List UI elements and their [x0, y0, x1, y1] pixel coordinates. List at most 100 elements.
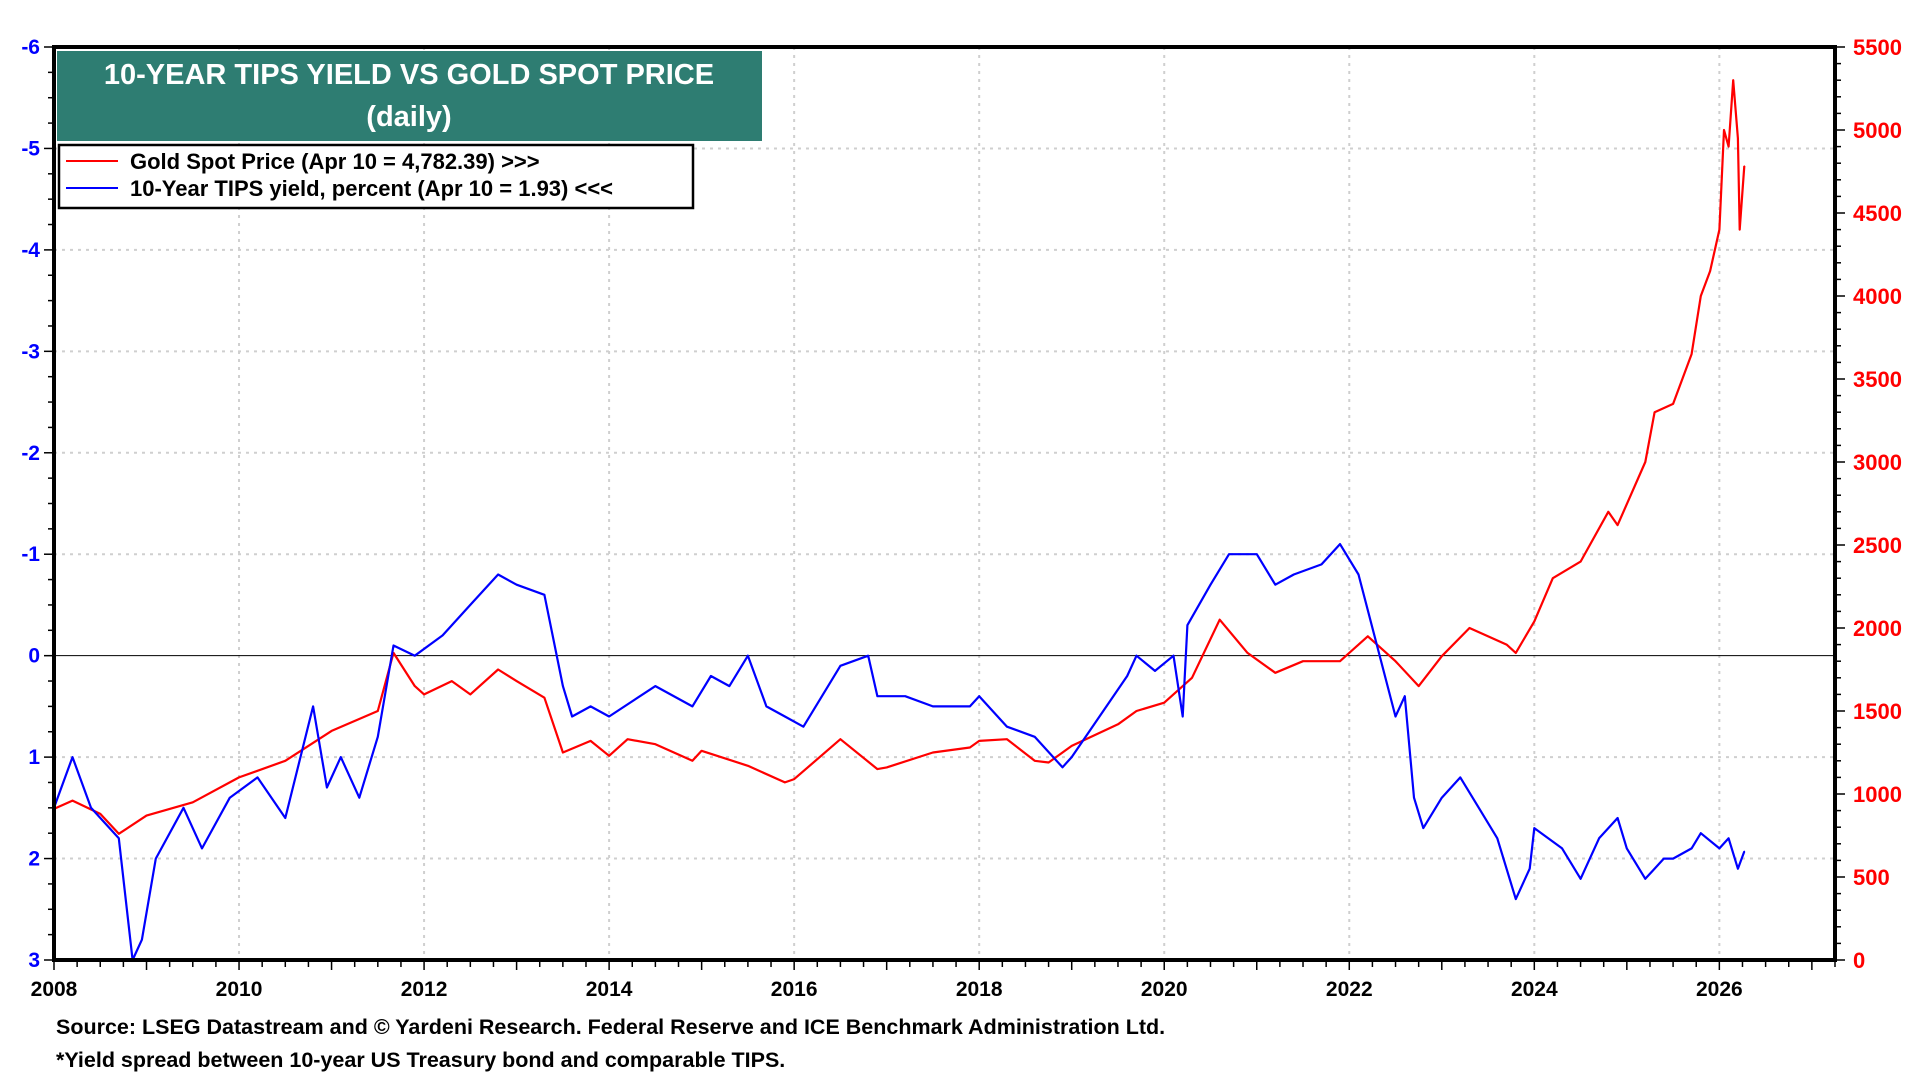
gold-point: [876, 768, 879, 770]
x-tick-label: 2008: [31, 978, 78, 1001]
tips-point: [1528, 867, 1531, 870]
right-tick-label: 500: [1853, 865, 1890, 890]
gold-point: [543, 696, 546, 699]
tips-point: [1663, 857, 1665, 860]
gold-point: [1191, 677, 1193, 679]
gold-point: [1653, 411, 1656, 414]
tips-point: [1440, 796, 1443, 799]
gold-point: [1738, 228, 1741, 231]
tips-point: [1459, 776, 1462, 779]
left-tick-label: -5: [21, 137, 40, 160]
tips-point: [1718, 847, 1721, 850]
left-tick-label: 3: [28, 949, 40, 972]
tips-point: [154, 857, 157, 860]
tips-point: [1126, 675, 1129, 677]
gold-point: [284, 760, 287, 762]
gold-point: [1723, 129, 1725, 131]
left-tick-label: -6: [21, 36, 40, 59]
tips-point: [802, 725, 805, 728]
gold-point: [1047, 761, 1050, 764]
tips-point: [1727, 837, 1730, 840]
series-gold-line: [53, 79, 1746, 835]
gold-point: [1163, 701, 1166, 704]
gold-point: [1616, 524, 1619, 526]
gold-point: [469, 693, 472, 696]
left-tick-label: -3: [21, 340, 40, 363]
x-tick-label: 2026: [1696, 978, 1743, 1001]
x-tick-label: 2024: [1511, 978, 1558, 1001]
gold-point: [1033, 760, 1036, 762]
tips-point: [1274, 583, 1277, 586]
tips-point: [1135, 654, 1138, 657]
gold-point: [1394, 660, 1397, 662]
grid: [54, 47, 1835, 960]
tips-point: [441, 634, 444, 637]
gold-point: [1246, 652, 1249, 654]
series-lines: [52, 79, 1746, 962]
tips-point: [1154, 670, 1156, 672]
tips-point: [71, 756, 74, 758]
tips-point: [1598, 837, 1600, 840]
tips-point: [839, 665, 842, 667]
tips-point: [765, 705, 768, 708]
tips-point: [1403, 695, 1406, 698]
gold-point: [99, 813, 102, 815]
tips-point: [932, 705, 934, 708]
tips-point: [1737, 867, 1739, 870]
gold-point: [1417, 685, 1420, 687]
tips-point: [1478, 807, 1480, 809]
tips-point: [691, 705, 694, 708]
x-tick-label: 2012: [401, 978, 448, 1001]
right-tick-label: 5000: [1853, 118, 1902, 143]
gold-point: [191, 801, 194, 804]
tips-point: [1357, 573, 1360, 576]
x-tick-label: 2016: [771, 978, 818, 1001]
tips-point: [1422, 827, 1425, 829]
gold-point: [1709, 270, 1711, 272]
gold-point: [1607, 511, 1610, 513]
left-tick-label: 0: [28, 645, 40, 668]
tips-point: [867, 654, 869, 657]
gold-point: [71, 799, 74, 802]
tips-point: [228, 796, 231, 799]
gold-point: [969, 746, 971, 749]
tips-point: [1616, 817, 1619, 819]
tips-point: [201, 847, 203, 850]
gold-point: [793, 778, 795, 780]
gold-point: [414, 685, 416, 687]
tips-point: [608, 715, 610, 718]
gold-point: [1727, 145, 1730, 148]
tips-point: [969, 705, 971, 708]
tips-point: [1255, 553, 1258, 556]
gold-point: [1579, 560, 1582, 563]
left-tick-label: 2: [28, 848, 40, 871]
gold-point: [1468, 627, 1471, 629]
tips-point: [117, 837, 120, 840]
tips-point: [876, 695, 879, 698]
right-tick-label: 4000: [1853, 284, 1902, 309]
legend: Gold Spot Price (Apr 10 = 4,782.39) >>> …: [57, 143, 695, 210]
tips-point: [1394, 715, 1397, 718]
tips-point: [1561, 847, 1563, 850]
chart-subtitle: (daily): [366, 101, 451, 133]
title-box: [57, 51, 762, 141]
right-tick-label: 5500: [1853, 35, 1902, 60]
gold-point: [1737, 137, 1739, 140]
x-tick-label: 2022: [1326, 978, 1373, 1001]
gold-point: [1718, 228, 1721, 231]
gold-point: [1700, 295, 1702, 297]
tips-point: [414, 654, 416, 657]
gold-point: [747, 764, 749, 767]
tips-point: [1070, 756, 1073, 758]
series-tips-line: [52, 543, 1746, 962]
tips-point: [1533, 827, 1536, 829]
x-tick-label: 2010: [216, 978, 263, 1001]
gold-point: [654, 743, 657, 745]
gold-point: [1505, 643, 1508, 646]
right-tick-label: 3000: [1853, 450, 1902, 475]
footnote-source: Source: LSEG Datastream and © Yardeni Re…: [56, 1015, 1165, 1039]
gold-point: [885, 766, 888, 769]
right-tick-label: 2000: [1853, 616, 1902, 641]
tips-point: [1033, 736, 1036, 738]
